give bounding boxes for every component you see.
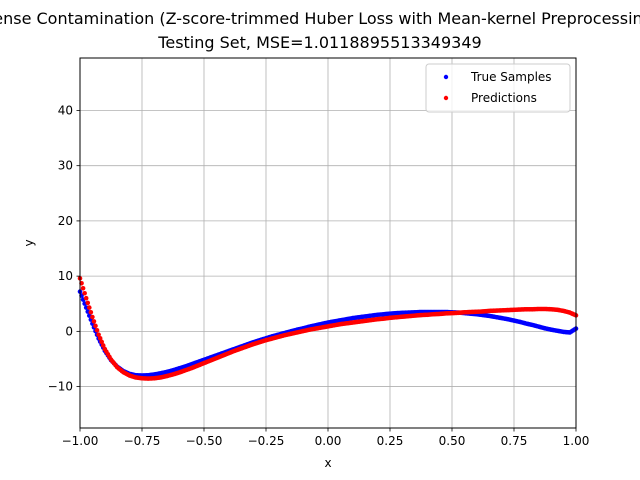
legend: True Samples Predictions <box>425 63 571 113</box>
y-tick-label: 30 <box>58 159 73 173</box>
series-predictions <box>77 276 579 381</box>
legend-box <box>425 63 571 113</box>
y-tick-label: 0 <box>65 324 73 338</box>
y-tick-label: 10 <box>58 269 73 283</box>
data-point <box>100 343 106 348</box>
x-axis-label: x <box>324 456 331 470</box>
chart-subtitle: Testing Set, MSE=1.0118895513349349 <box>157 33 481 52</box>
data-point <box>97 335 103 341</box>
data-point <box>82 290 87 296</box>
y-axis-label: y <box>22 239 36 246</box>
legend-label-true-samples: True Samples <box>470 70 552 84</box>
data-point <box>96 332 101 337</box>
x-axis-ticks: −1.00 −0.75 −0.50 −0.25 0.00 0.25 0.50 0.75 1.00 <box>62 428 590 448</box>
y-tick-label: 20 <box>58 214 73 228</box>
x-tick-label: 0.00 <box>315 434 342 448</box>
data-point <box>91 319 97 324</box>
x-tick-label: −0.50 <box>186 434 223 448</box>
y-tick-label: −10 <box>48 380 73 394</box>
x-tick-label: −0.75 <box>124 434 161 448</box>
data-point <box>85 300 91 306</box>
axes-frame <box>79 57 577 429</box>
data-points <box>77 276 579 381</box>
data-point <box>87 305 92 310</box>
x-tick-label: −0.25 <box>248 434 285 448</box>
legend-marker-predictions <box>443 95 449 101</box>
legend-label-predictions: Predictions <box>471 91 537 105</box>
x-tick-label: −1.00 <box>62 434 99 448</box>
data-point <box>90 314 95 320</box>
data-point <box>93 323 98 329</box>
chart-title: Dense Contamination (Z-score-trimmed Hub… <box>0 9 640 28</box>
y-tick-label: 40 <box>58 103 73 117</box>
x-tick-label: 0.25 <box>377 434 404 448</box>
x-tick-label: 0.75 <box>501 434 528 448</box>
legend-marker-true-samples <box>443 74 449 80</box>
data-point <box>88 310 94 315</box>
x-tick-label: 0.50 <box>439 434 466 448</box>
data-point <box>83 295 89 301</box>
data-point <box>99 339 104 345</box>
x-tick-label: 1.00 <box>563 434 590 448</box>
data-point <box>80 285 86 291</box>
data-point <box>94 327 100 333</box>
y-axis-ticks: −10 0 10 20 30 40 <box>48 103 80 394</box>
